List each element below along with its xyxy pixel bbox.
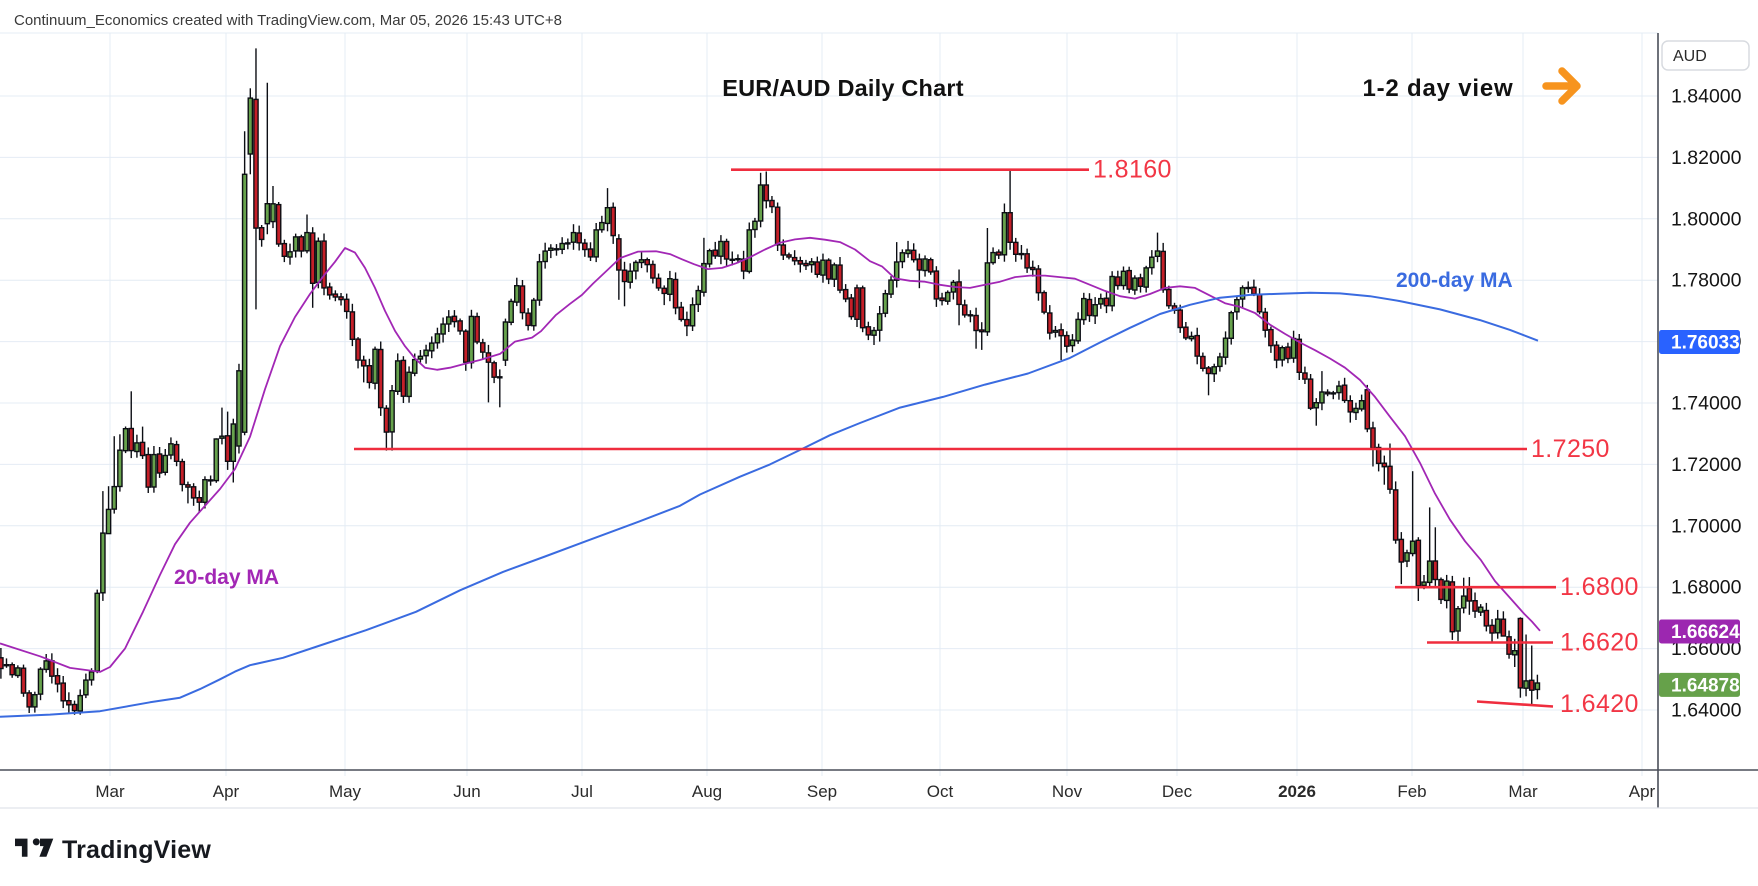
svg-text:1.84000: 1.84000 [1671,86,1742,108]
svg-text:1.66000: 1.66000 [1671,638,1742,660]
svg-text:1.64000: 1.64000 [1671,700,1742,722]
svg-text:Jul: Jul [571,782,593,801]
svg-text:Dec: Dec [1162,782,1193,801]
svg-text:AUD: AUD [1673,48,1707,65]
svg-text:1.7250: 1.7250 [1531,435,1610,463]
svg-text:May: May [329,782,362,801]
svg-text:Feb: Feb [1397,782,1426,801]
svg-text:Oct: Oct [927,782,954,801]
svg-text:1.6420: 1.6420 [1560,690,1639,718]
svg-text:1.6620: 1.6620 [1560,629,1639,657]
svg-text:Apr: Apr [1629,782,1656,801]
svg-text:1.6800: 1.6800 [1560,573,1639,601]
svg-text:1.74000: 1.74000 [1671,393,1742,415]
svg-text:TradingView: TradingView [62,836,211,864]
svg-text:1.70000: 1.70000 [1671,515,1742,537]
svg-text:20-day MA: 20-day MA [174,566,279,589]
svg-text:1.76033: 1.76033 [1671,333,1740,354]
svg-text:1.68000: 1.68000 [1671,577,1742,599]
svg-text:1.78000: 1.78000 [1671,270,1742,292]
svg-text:EUR/AUD Daily Chart: EUR/AUD Daily Chart [722,75,963,101]
svg-text:1.80000: 1.80000 [1671,208,1742,230]
svg-text:1.82000: 1.82000 [1671,147,1742,169]
svg-text:1.64878: 1.64878 [1671,675,1740,696]
svg-text:Jun: Jun [453,782,480,801]
svg-text:2026: 2026 [1278,782,1316,801]
svg-text:Apr: Apr [213,782,240,801]
svg-text:Continuum_Economics created wi: Continuum_Economics created with Trading… [14,12,562,29]
svg-text:1-2 day view: 1-2 day view [1362,75,1513,102]
svg-text:Mar: Mar [1508,782,1538,801]
svg-text:200-day MA: 200-day MA [1396,269,1513,292]
svg-text:1.8160: 1.8160 [1093,156,1172,184]
svg-text:Sep: Sep [807,782,837,801]
svg-text:1.66624: 1.66624 [1671,622,1740,643]
svg-text:Mar: Mar [95,782,125,801]
svg-text:1.72000: 1.72000 [1671,454,1742,476]
svg-text:Aug: Aug [692,782,722,801]
svg-text:Nov: Nov [1052,782,1083,801]
